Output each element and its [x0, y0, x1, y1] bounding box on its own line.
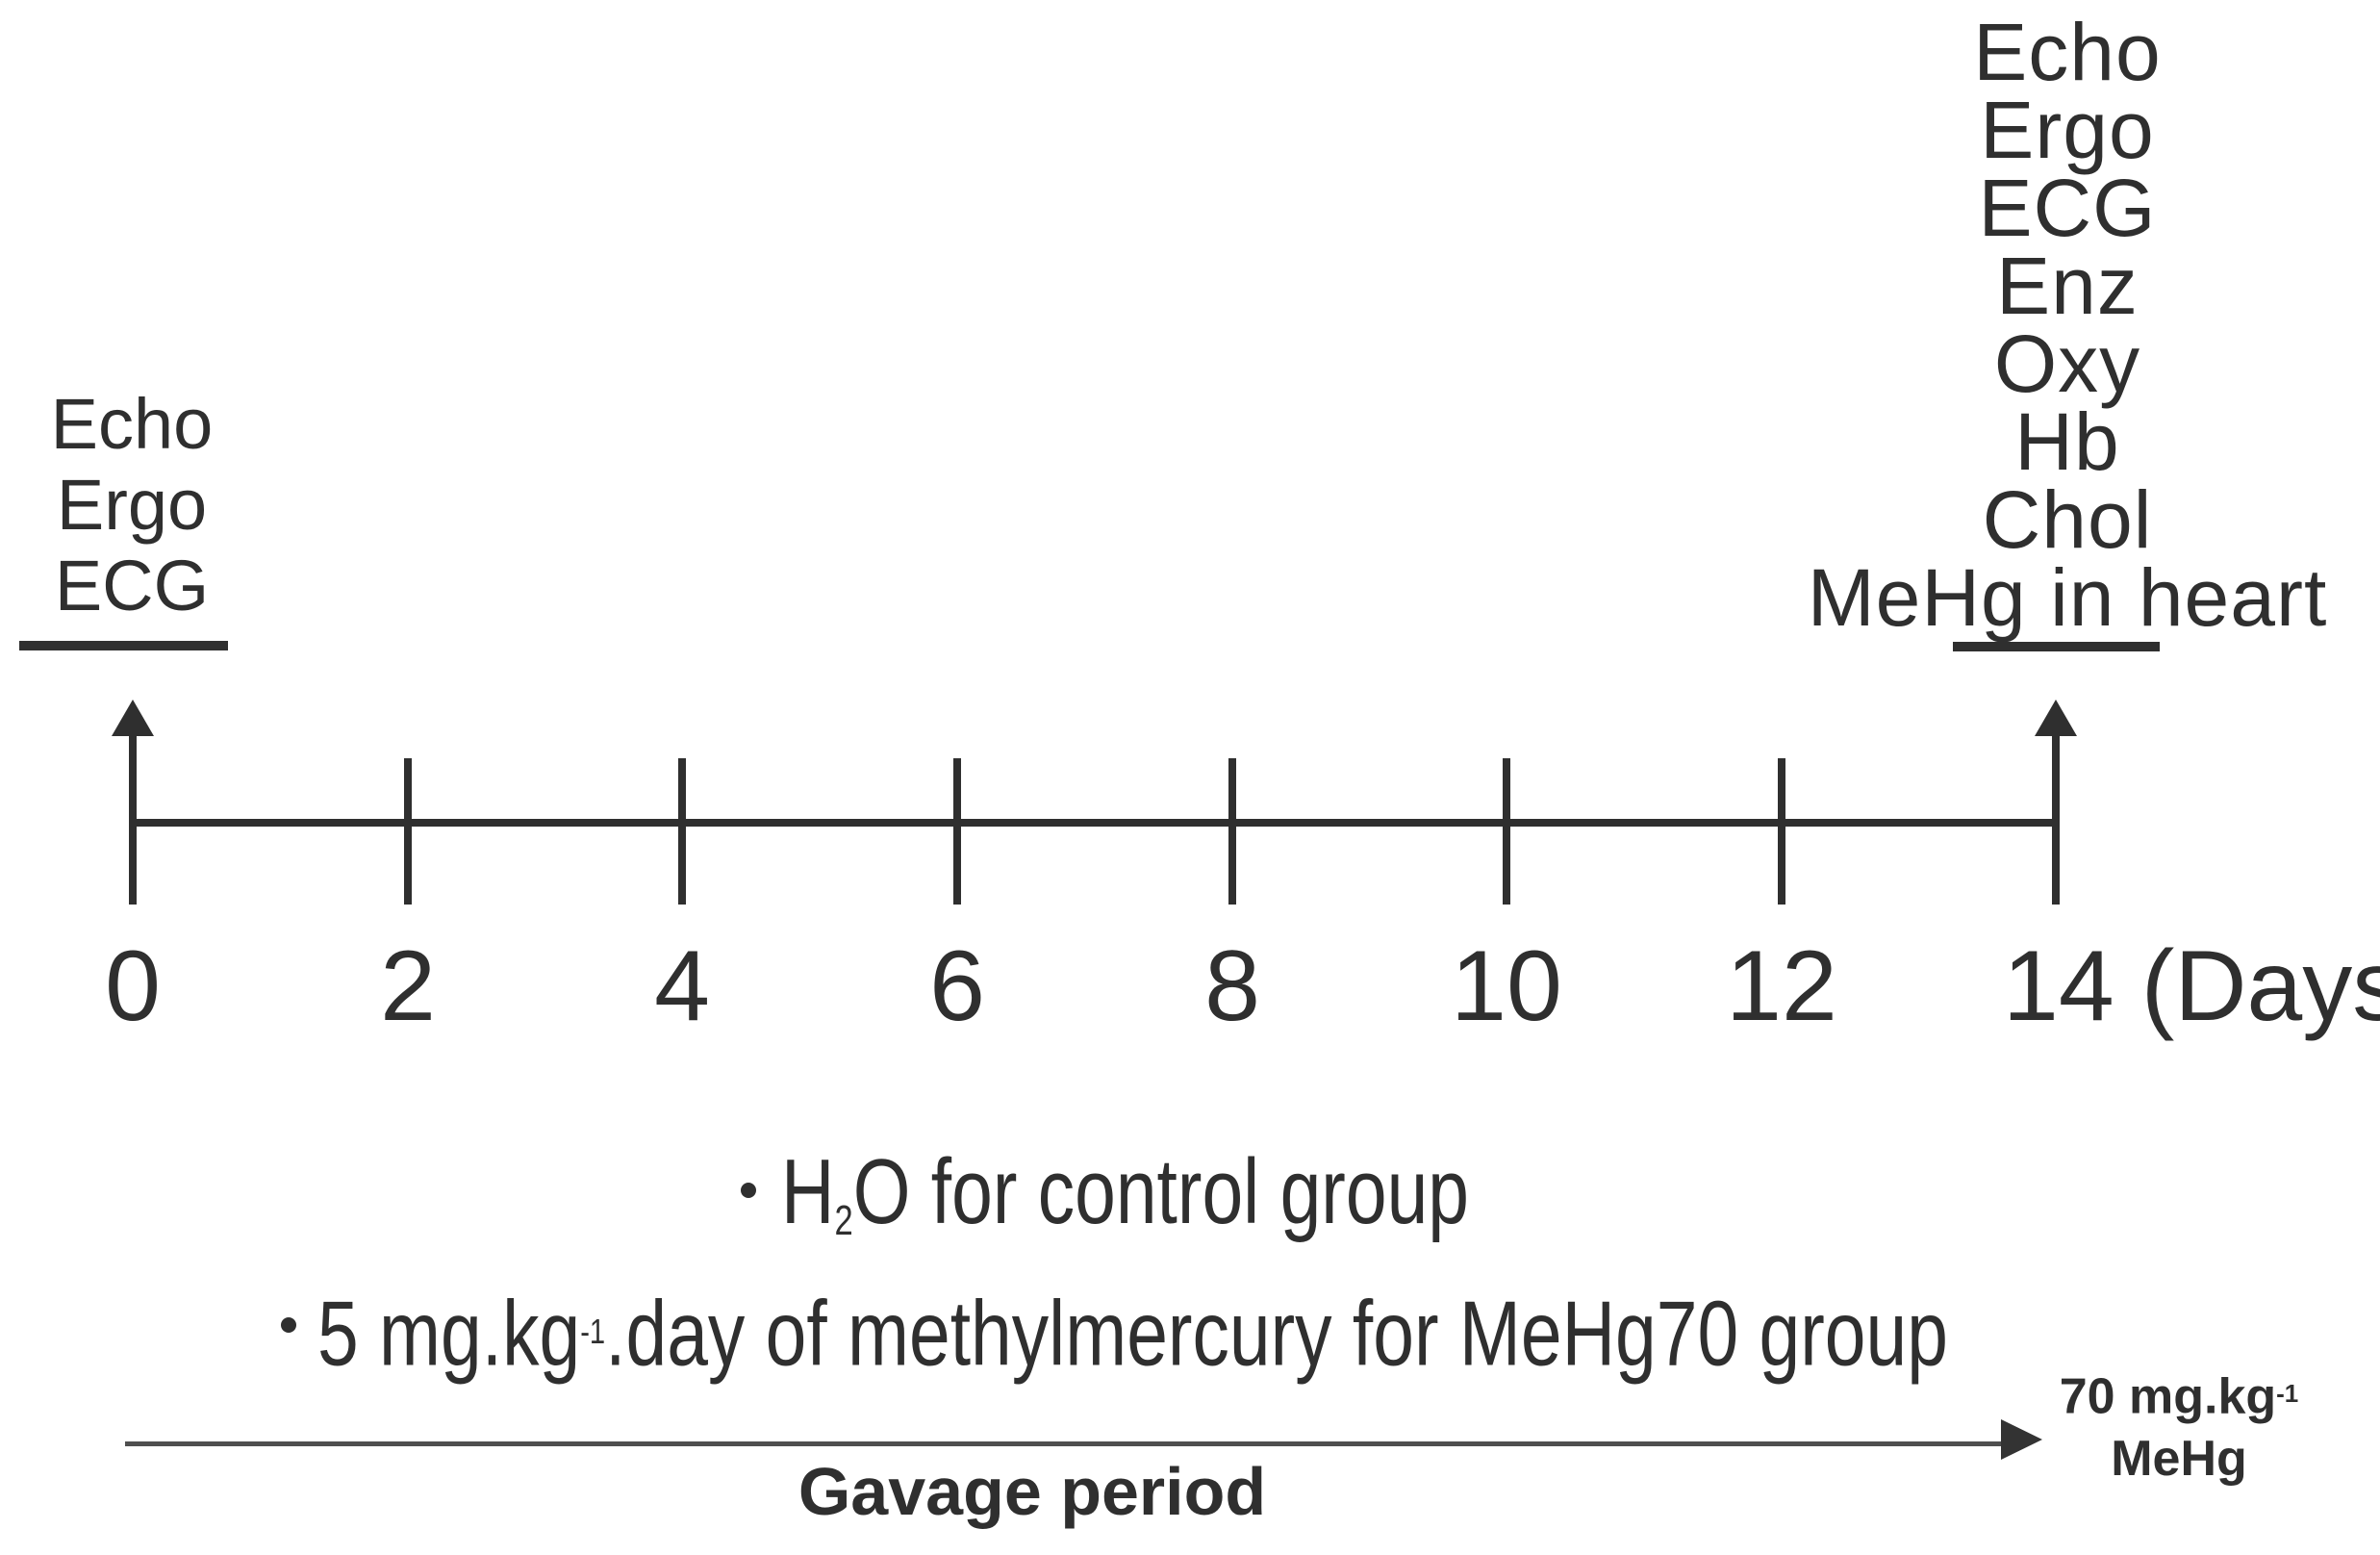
gavage-period-label: Gavage period	[798, 1454, 1267, 1529]
assessment-line: Enz	[1996, 241, 2139, 331]
axis-unit-label: (Days)	[2140, 930, 2380, 1042]
tick-label-2: 2	[380, 930, 436, 1042]
tick-day-12	[1778, 758, 1785, 905]
final-dose-substance: MeHg	[2111, 1430, 2247, 1487]
day0-up-arrow-icon	[112, 700, 154, 736]
day0-arrow-shaft	[129, 732, 137, 905]
assessment-line: Oxy	[1993, 319, 2141, 409]
gavage-arrow-line	[125, 1441, 2003, 1446]
day14-up-arrow-icon	[2035, 700, 2077, 736]
tick-day-4	[678, 758, 686, 905]
assessment-line: Chol	[1982, 474, 2153, 565]
bullet-icon	[741, 1183, 756, 1198]
note-control-group: H2O for control group	[781, 1141, 1469, 1272]
tick-day-2	[404, 758, 412, 905]
note-control-pre: H	[781, 1140, 835, 1243]
tick-label-14: 14	[2003, 930, 2114, 1042]
tick-label-0: 0	[105, 930, 161, 1042]
dose-amount-text: 70 mg.kg	[2059, 1368, 2277, 1425]
tick-label-10: 10	[1451, 930, 1562, 1042]
note-mehg70-group: 5 mg.kg-1.day of methylmercury for MeHg7…	[317, 1281, 1948, 1386]
assessment-line: Echo	[50, 384, 214, 464]
assessment-line: MeHg in heart	[1807, 552, 2328, 643]
day0-assessments-block: Echo Ergo ECG	[7, 384, 257, 626]
assessment-line: ECG	[1978, 163, 2157, 253]
assessment-line: Hb	[2014, 396, 2120, 487]
tick-label-12: 12	[1726, 930, 1837, 1042]
note-mehg70-post: .day of methylmercury for MeHg70 group	[605, 1282, 1948, 1386]
tick-day-6	[953, 758, 961, 905]
day14-assessments-block: Echo Ergo ECG Enz Oxy Hb Chol MeHg in he…	[1773, 7, 2362, 643]
final-dose-amount: 70 mg.kg-1	[2039, 1363, 2318, 1428]
tick-day-8	[1228, 758, 1236, 905]
subscript: 2	[834, 1198, 853, 1245]
day0-underline	[19, 641, 228, 650]
right-arrow-icon	[2001, 1419, 2042, 1460]
assessment-line: Ergo	[56, 465, 208, 545]
tick-label-8: 8	[1204, 930, 1260, 1042]
tick-label-14-days: 14(Days)	[2003, 930, 2380, 1044]
tick-label-4: 4	[654, 930, 710, 1042]
superscript: -1	[2276, 1379, 2299, 1408]
bullet-icon	[281, 1317, 296, 1333]
day14-arrow-shaft	[2052, 732, 2060, 905]
tick-day-10	[1503, 758, 1510, 905]
tick-label-6: 6	[929, 930, 985, 1042]
assessment-line: Ergo	[1980, 85, 2155, 175]
assessment-line: Echo	[1973, 7, 2162, 97]
day14-underline	[1953, 642, 2160, 651]
note-control-post: O for control group	[852, 1140, 1469, 1243]
note-mehg70-pre: 5 mg.kg	[317, 1282, 581, 1386]
superscript: -1	[580, 1312, 606, 1351]
timeline-axis	[133, 819, 2059, 827]
assessment-line: ECG	[54, 546, 210, 625]
final-dose-label: 70 mg.kg-1 MeHg	[2039, 1363, 2318, 1490]
